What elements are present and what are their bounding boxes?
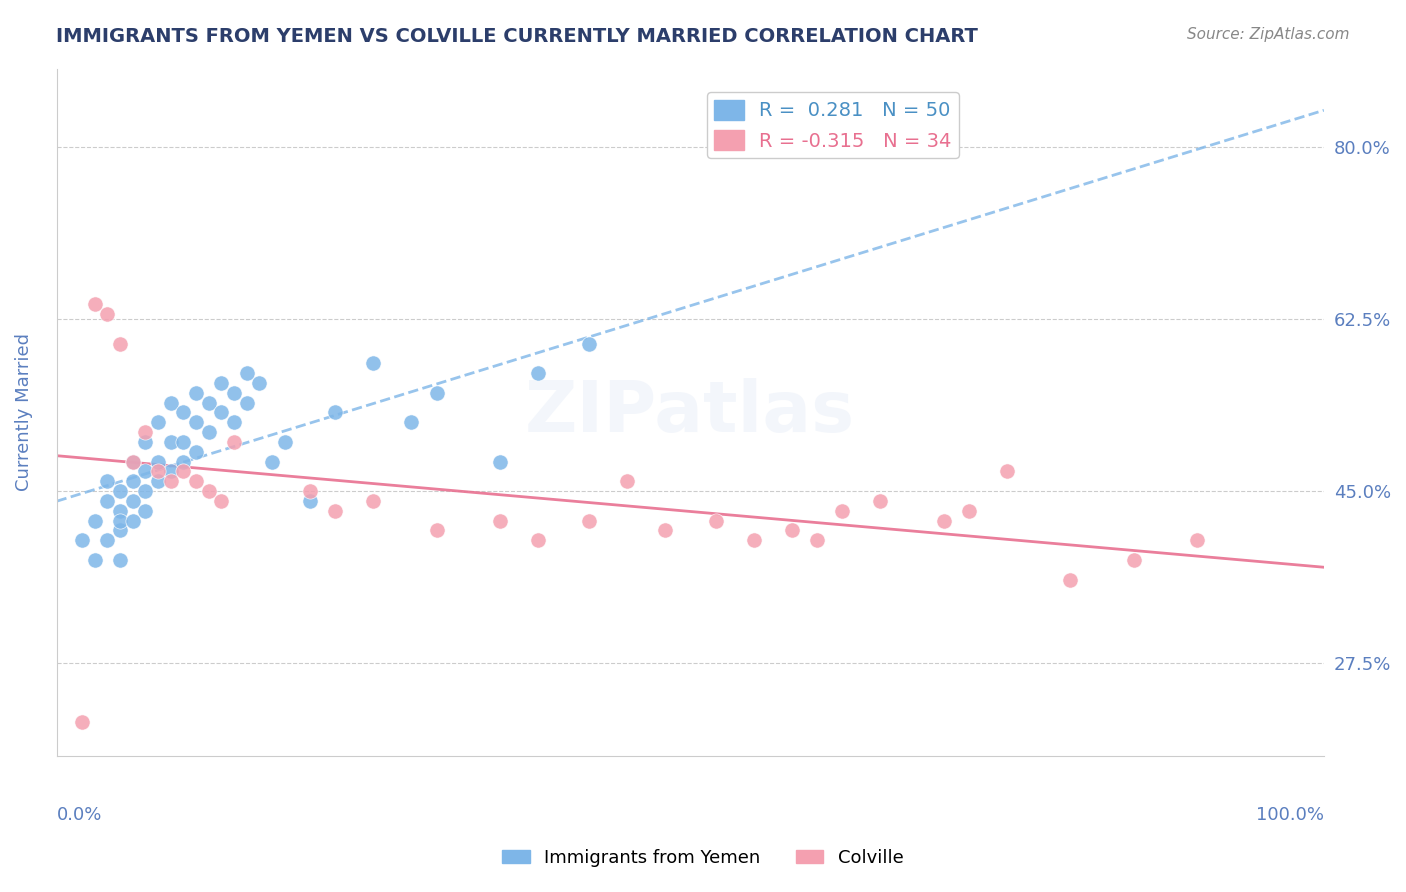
Point [108, 514, 131, 528]
Point [209, 405, 232, 419]
Point [325, 405, 347, 419]
Point [578, 336, 600, 351]
Point [222, 415, 245, 429]
Point [83, 553, 105, 567]
Legend: Immigrants from Yemen, Colville: Immigrants from Yemen, Colville [495, 842, 911, 874]
Point [184, 475, 207, 489]
Point [831, 504, 853, 518]
Point [83, 514, 105, 528]
Point [146, 475, 169, 489]
Point [134, 425, 156, 439]
Point [70, 714, 93, 729]
Point [209, 494, 232, 508]
Point [172, 434, 194, 449]
Point [742, 533, 765, 548]
Point [184, 385, 207, 400]
Point [489, 514, 512, 528]
Point [159, 465, 181, 479]
Point [235, 366, 257, 380]
Point [146, 454, 169, 468]
Point [222, 434, 245, 449]
Point [172, 405, 194, 419]
Point [235, 395, 257, 409]
Point [134, 434, 156, 449]
Point [172, 465, 194, 479]
Point [1059, 573, 1081, 587]
Point [159, 475, 181, 489]
Point [1122, 553, 1144, 567]
Text: ZIPatlas: ZIPatlas [526, 378, 855, 447]
Text: Source: ZipAtlas.com: Source: ZipAtlas.com [1187, 27, 1350, 42]
Point [527, 366, 550, 380]
Point [869, 494, 891, 508]
Legend: R =  0.281   N = 50, R = -0.315   N = 34: R = 0.281 N = 50, R = -0.315 N = 34 [707, 92, 959, 159]
Point [121, 494, 143, 508]
Point [363, 494, 385, 508]
Point [121, 475, 143, 489]
Point [108, 484, 131, 499]
Point [932, 514, 955, 528]
Point [209, 376, 232, 390]
Point [108, 336, 131, 351]
Point [299, 484, 322, 499]
Point [197, 484, 219, 499]
Point [96, 533, 118, 548]
Point [995, 465, 1018, 479]
Point [654, 524, 676, 538]
Point [363, 356, 385, 370]
Point [184, 444, 207, 458]
Point [121, 454, 143, 468]
Point [108, 524, 131, 538]
Point [489, 454, 512, 468]
Point [96, 494, 118, 508]
Point [197, 395, 219, 409]
Point [247, 376, 270, 390]
Point [704, 514, 727, 528]
Point [83, 297, 105, 311]
Point [159, 434, 181, 449]
Point [957, 504, 980, 518]
Point [325, 504, 347, 518]
Point [222, 385, 245, 400]
Point [1185, 533, 1208, 548]
Point [780, 524, 803, 538]
Point [172, 454, 194, 468]
Point [806, 533, 828, 548]
Point [299, 494, 322, 508]
Point [108, 553, 131, 567]
Point [426, 385, 449, 400]
Point [527, 533, 550, 548]
Text: 0.0%: 0.0% [56, 805, 103, 823]
Point [108, 504, 131, 518]
Point [70, 533, 93, 548]
Point [260, 454, 283, 468]
Point [134, 465, 156, 479]
Point [426, 524, 449, 538]
Point [274, 434, 297, 449]
Text: 100.0%: 100.0% [1256, 805, 1324, 823]
Point [146, 465, 169, 479]
Point [121, 514, 143, 528]
Point [146, 415, 169, 429]
Point [401, 415, 423, 429]
Point [121, 454, 143, 468]
Text: IMMIGRANTS FROM YEMEN VS COLVILLE CURRENTLY MARRIED CORRELATION CHART: IMMIGRANTS FROM YEMEN VS COLVILLE CURREN… [56, 27, 979, 45]
Point [616, 475, 638, 489]
Y-axis label: Currently Married: Currently Married [15, 334, 32, 491]
Point [134, 504, 156, 518]
Point [96, 475, 118, 489]
Point [159, 395, 181, 409]
Point [96, 307, 118, 321]
Point [197, 425, 219, 439]
Point [134, 484, 156, 499]
Point [578, 514, 600, 528]
Point [184, 415, 207, 429]
